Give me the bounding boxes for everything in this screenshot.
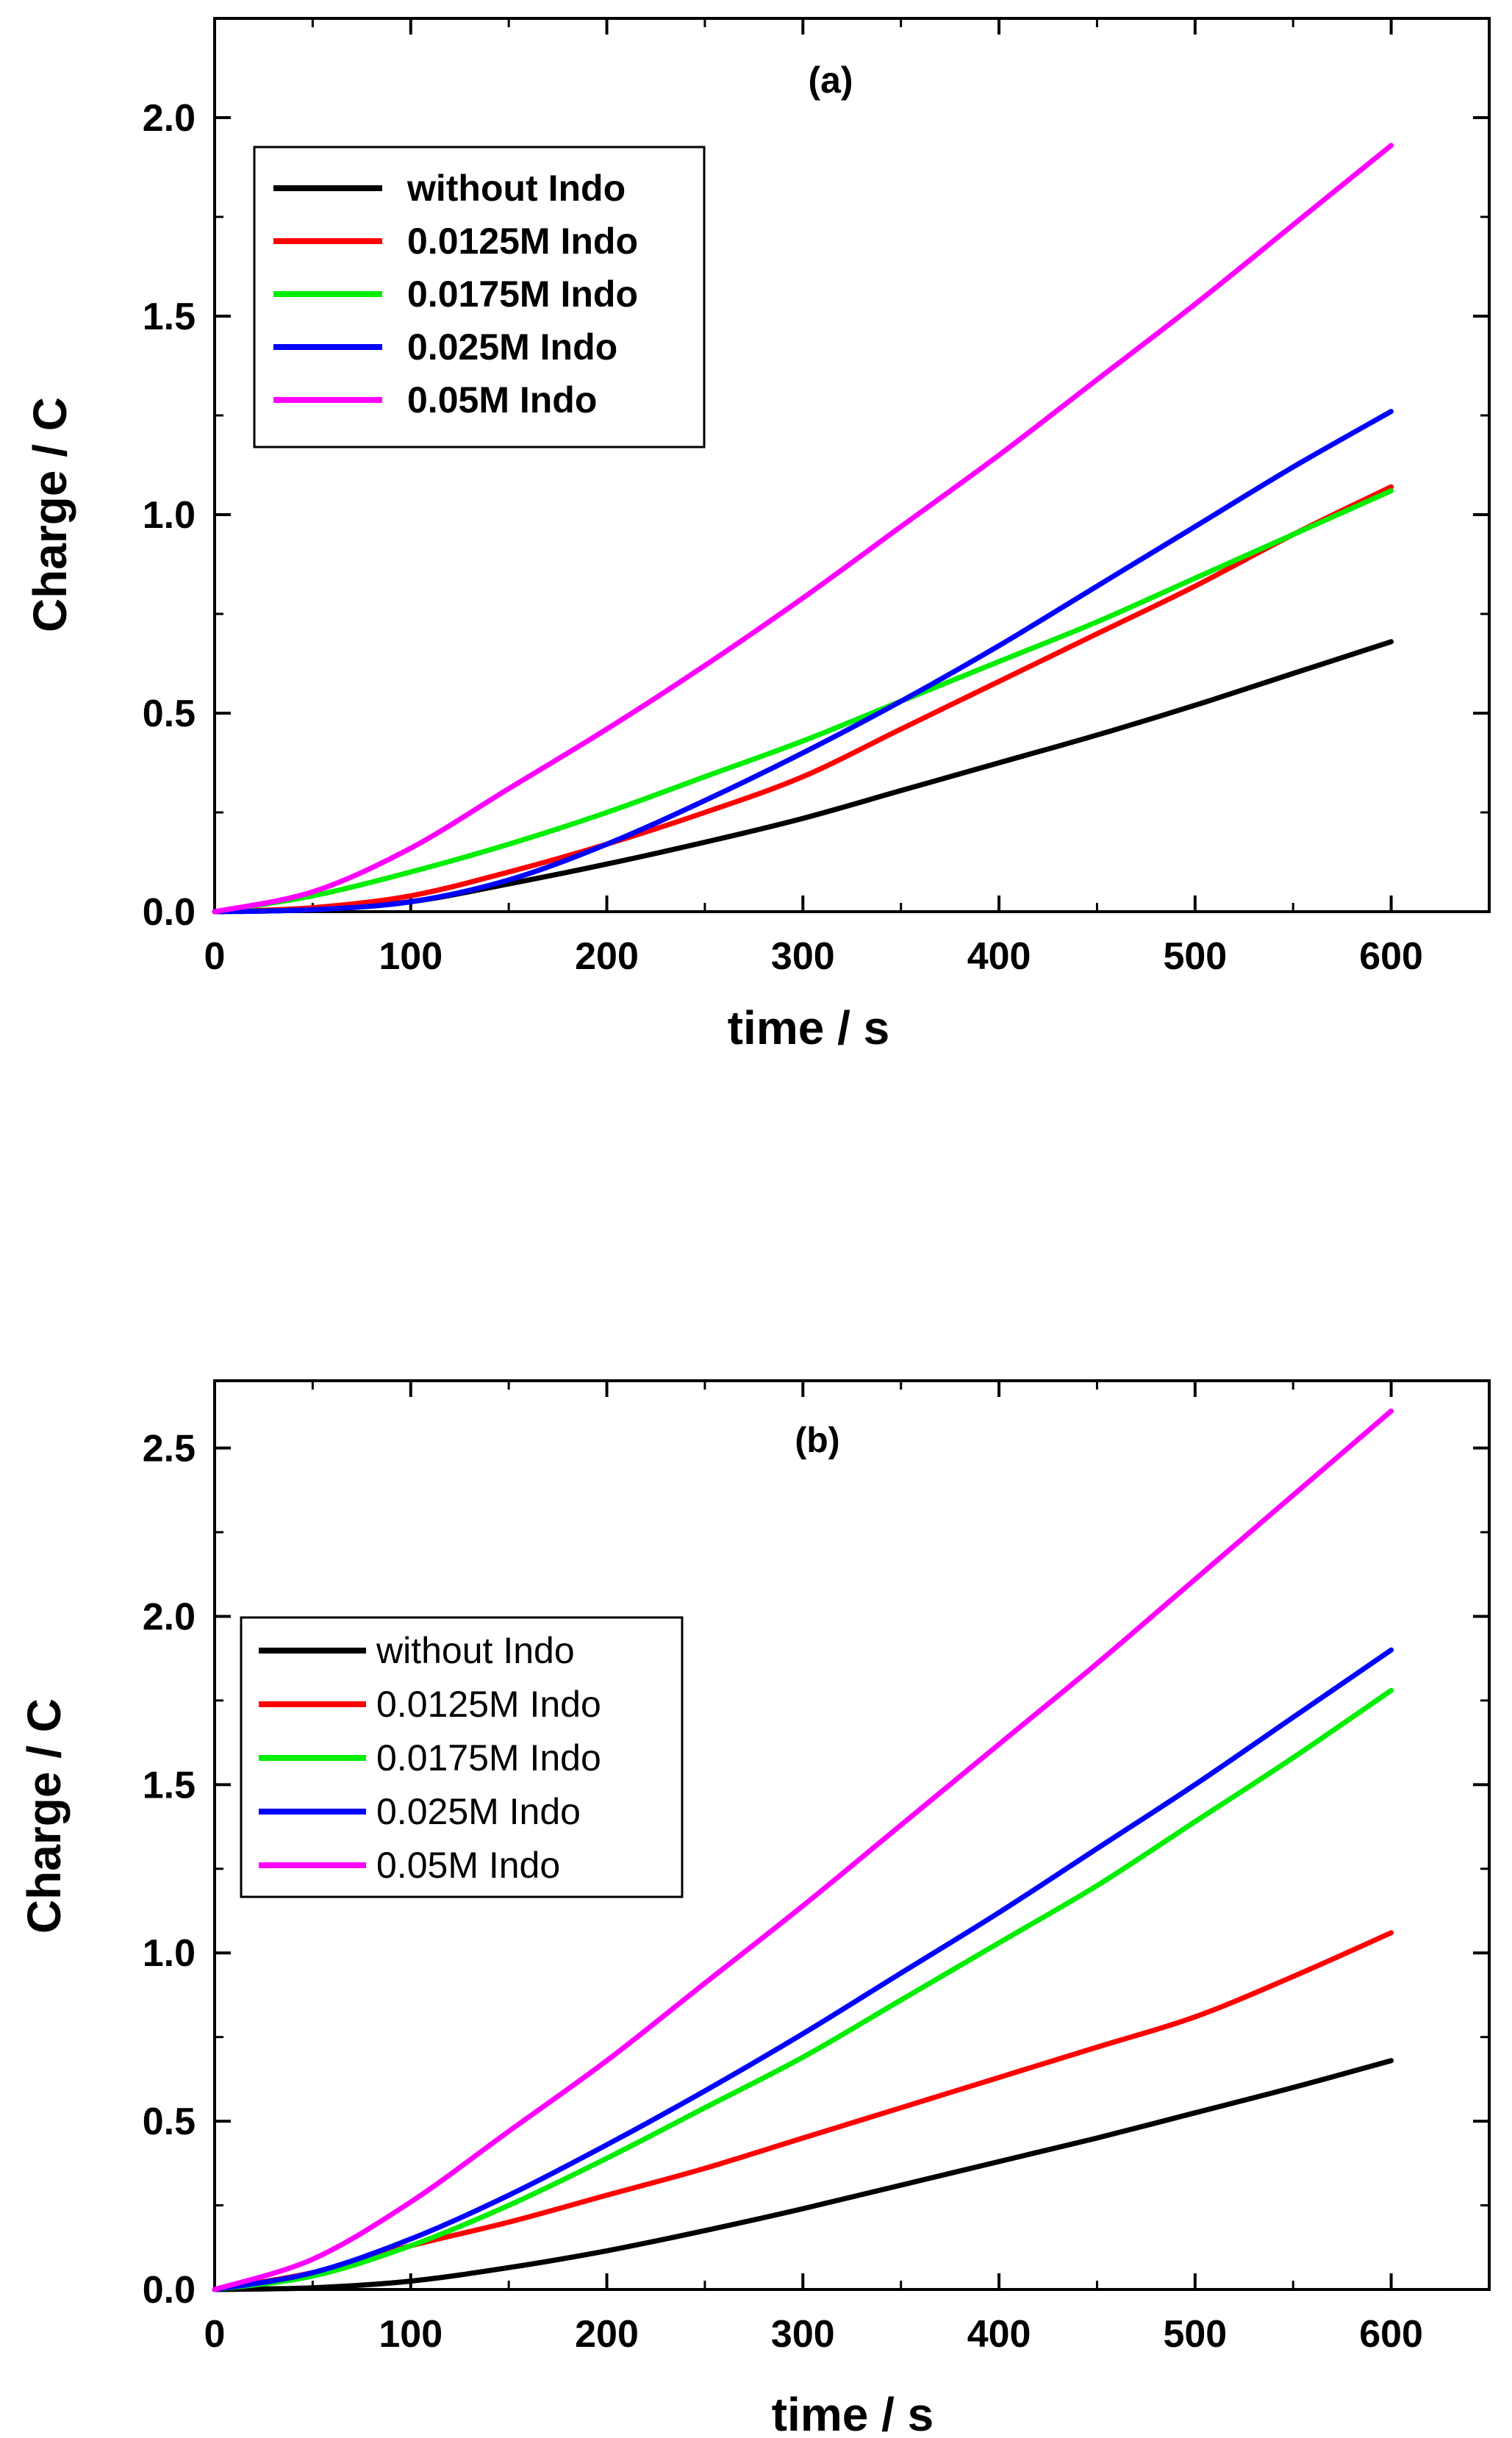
series-line-1 <box>212 2058 1394 2292</box>
x-tick-label: 300 <box>771 2313 835 2356</box>
legend-label-1: without Indo <box>406 168 626 209</box>
legend-label-1: without Indo <box>376 1630 575 1671</box>
series-line-3 <box>212 488 1394 915</box>
x-tick-label: 300 <box>771 935 835 978</box>
series-line-3 <box>212 1687 1394 2292</box>
x-tick-label: 200 <box>575 935 639 978</box>
y-tick-label: 2.0 <box>143 97 196 140</box>
series-line-4 <box>212 1647 1394 2292</box>
x-axis-title-a: time / s <box>728 1001 890 1054</box>
panel-label-a: (a) <box>808 60 853 101</box>
x-tick-label: 0 <box>204 2313 226 2356</box>
x-tick-label: 100 <box>379 2313 443 2356</box>
legend-label-5: 0.05M Indo <box>376 1845 560 1886</box>
legend-b: without Indo 0.0125M Indo 0.0175M Indo 0.02… <box>240 1616 684 1898</box>
y-tick-label: 1.0 <box>143 494 196 537</box>
x-tick-label: 500 <box>1163 935 1227 978</box>
y-tick-label: 1.5 <box>143 1764 196 1806</box>
x-tick-label: 400 <box>967 935 1031 978</box>
y-tick-label: 0.5 <box>143 693 196 735</box>
x-tick-label: 400 <box>967 2313 1031 2356</box>
plot-frame-a <box>213 17 1491 913</box>
y-tick-label: 0.0 <box>143 2269 196 2312</box>
panel-label-b: (b) <box>795 1421 839 1460</box>
legend-label-4: 0.025M Indo <box>407 326 617 368</box>
legend-label-4: 0.025M Indo <box>376 1791 581 1832</box>
legend-label-3: 0.0175M Indo <box>407 274 638 315</box>
y-tick-label: 0.5 <box>143 2101 196 2143</box>
series-lines-b <box>212 1408 1394 2292</box>
x-tick-label: 600 <box>1359 2313 1423 2356</box>
y-tick-label: 1.5 <box>143 296 196 338</box>
axis-ticks-b: 0 100 200 300 400 500 600 0.0 0.5 1.0 1.5 2.0 2.5 <box>143 1381 1489 2356</box>
chart-panel-b: 0 100 200 300 400 500 600 0.0 0.5 1.0 1.5 2.0 2.5 (b… <box>18 1379 1491 2438</box>
x-tick-label: 100 <box>379 935 443 978</box>
legend-label-2: 0.0125M Indo <box>407 221 638 262</box>
series-line-4 <box>212 409 1394 915</box>
y-axis-title-b: Charge / C <box>18 1698 71 1934</box>
y-tick-label: 1.0 <box>143 1932 196 1975</box>
series-lines-a <box>212 143 1394 915</box>
x-axis-title-b: time / s <box>772 2388 934 2438</box>
y-tick-label: 2.5 <box>143 1428 196 1470</box>
series-line-2 <box>212 484 1394 915</box>
series-line-5 <box>212 1408 1394 2292</box>
x-tick-label: 0 <box>204 935 226 978</box>
chart-panel-a: 0 100 200 300 400 500 600 0.0 0.5 1.0 1.5 2.0 (a) t… <box>24 17 1491 1054</box>
x-tick-label: 600 <box>1359 935 1423 978</box>
y-tick-label: 2.0 <box>143 1595 196 1638</box>
y-axis-title-a: Charge / C <box>24 397 76 632</box>
legend-a: without Indo 0.0125M Indo 0.0175M Indo 0.02… <box>253 146 706 448</box>
x-tick-label: 500 <box>1163 2313 1227 2356</box>
axis-ticks-a: 0 100 200 300 400 500 600 0.0 0.5 1.0 1.5 2.0 <box>143 18 1489 978</box>
legend-label-2: 0.0125M Indo <box>376 1684 601 1725</box>
series-line-5 <box>212 143 1394 915</box>
legend-label-5: 0.05M Indo <box>407 379 597 421</box>
plot-frame-b <box>213 1379 1491 2291</box>
y-tick-label: 0.0 <box>143 891 196 934</box>
legend-label-3: 0.0175M Indo <box>376 1737 601 1779</box>
x-tick-label: 200 <box>575 2313 639 2356</box>
